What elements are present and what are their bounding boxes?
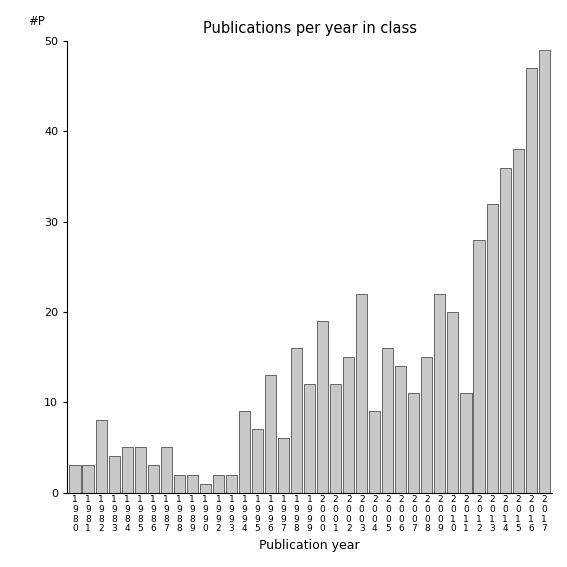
Bar (330, 384, 341, 493)
Bar (395, 366, 407, 493)
Bar (421, 357, 433, 493)
Bar (343, 357, 354, 493)
Bar (95, 420, 107, 493)
Bar (278, 438, 289, 493)
Bar (265, 375, 276, 493)
Bar (252, 429, 263, 493)
Bar (147, 466, 159, 493)
Bar (160, 447, 172, 493)
Bar (447, 312, 459, 493)
Bar (317, 321, 328, 493)
X-axis label: Publication year: Publication year (259, 539, 360, 552)
Bar (304, 384, 315, 493)
Bar (460, 393, 472, 493)
Bar (539, 50, 550, 493)
Bar (291, 348, 302, 493)
Bar (473, 240, 485, 493)
Bar (200, 484, 211, 493)
Bar (500, 167, 511, 493)
Title: Publications per year in class: Publications per year in class (202, 21, 417, 36)
Bar (213, 475, 224, 493)
Bar (434, 294, 446, 493)
Bar (408, 393, 420, 493)
Bar (356, 294, 367, 493)
Bar (69, 466, 81, 493)
Bar (226, 475, 237, 493)
Bar (134, 447, 146, 493)
Bar (174, 475, 185, 493)
Bar (382, 348, 393, 493)
Bar (82, 466, 94, 493)
Bar (239, 411, 250, 493)
Bar (513, 150, 524, 493)
Bar (187, 475, 198, 493)
Bar (108, 456, 120, 493)
Bar (121, 447, 133, 493)
Bar (486, 204, 498, 493)
Bar (526, 68, 537, 493)
Bar (369, 411, 380, 493)
Text: #P: #P (28, 15, 45, 28)
